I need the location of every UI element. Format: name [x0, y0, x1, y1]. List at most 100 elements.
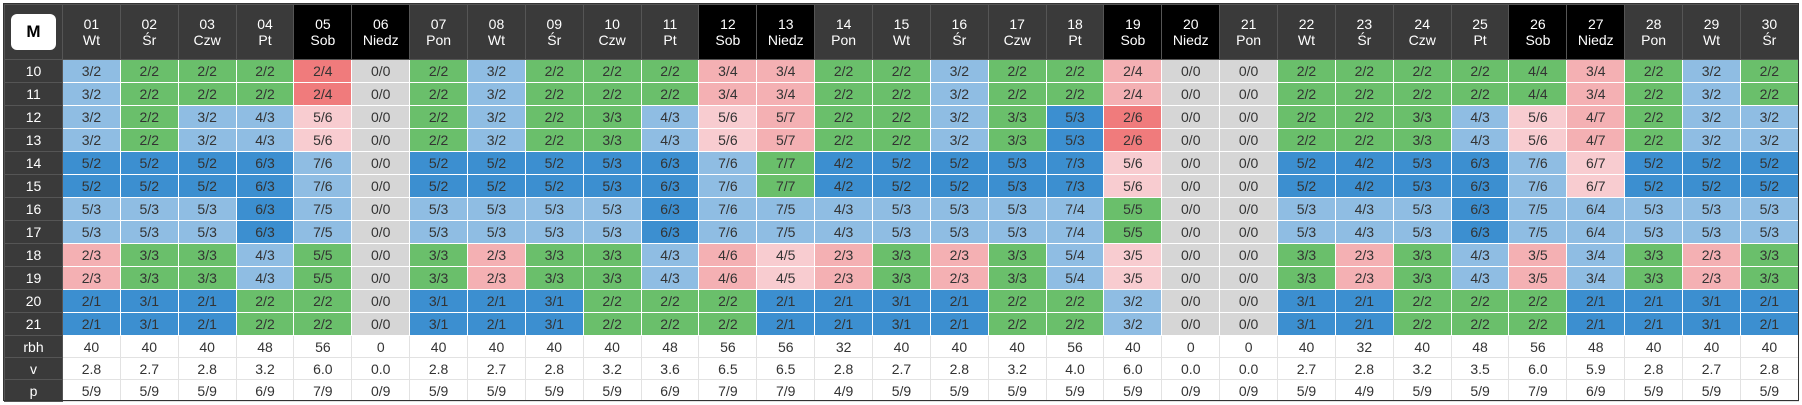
schedule-cell[interactable]: 4/3 [640, 128, 700, 152]
schedule-cell[interactable]: 5/3 [119, 220, 179, 244]
schedule-cell[interactable]: 5/6 [293, 105, 353, 129]
schedule-cell[interactable]: 0/0 [1219, 105, 1279, 129]
schedule-cell[interactable]: 5/3 [987, 220, 1047, 244]
day-header[interactable]: 29 Wt [1682, 4, 1741, 60]
schedule-cell[interactable]: 3/1 [524, 312, 584, 336]
schedule-cell[interactable]: 5/4 [1045, 243, 1105, 267]
schedule-cell[interactable]: 2/1 [62, 289, 121, 313]
schedule-cell[interactable]: 0/0 [1219, 151, 1279, 175]
schedule-cell[interactable]: 2/1 [177, 289, 237, 313]
schedule-cell[interactable]: 6/3 [235, 220, 295, 244]
schedule-cell[interactable]: 5/7 [756, 105, 816, 129]
schedule-cell[interactable]: 5/6 [1508, 128, 1568, 152]
schedule-cell[interactable]: 5/2 [524, 151, 584, 175]
schedule-cell[interactable]: 5/2 [872, 151, 931, 175]
schedule-cell[interactable]: 4/3 [1334, 220, 1394, 244]
schedule-cell[interactable]: 6/3 [235, 174, 295, 198]
schedule-cell[interactable]: 5/3 [1392, 197, 1452, 221]
schedule-cell[interactable]: 2/2 [1334, 105, 1394, 129]
schedule-cell[interactable]: 3/3 [119, 243, 179, 267]
schedule-cell[interactable]: 4/3 [235, 105, 295, 129]
schedule-cell[interactable]: 0/0 [351, 59, 411, 83]
schedule-cell[interactable]: 2/2 [987, 82, 1047, 106]
schedule-cell[interactable]: 2/1 [1739, 312, 1799, 336]
schedule-cell[interactable]: 2/2 [235, 289, 295, 313]
schedule-cell[interactable]: 2/2 [814, 82, 874, 106]
day-header[interactable]: 13 Niedz [756, 4, 816, 60]
schedule-cell[interactable]: 3/3 [872, 243, 931, 267]
schedule-cell[interactable]: 2/1 [756, 312, 816, 336]
schedule-cell[interactable]: 0/0 [1161, 82, 1221, 106]
schedule-cell[interactable]: 3/2 [929, 82, 989, 106]
day-header[interactable]: 18 Pt [1045, 4, 1105, 60]
schedule-cell[interactable]: 3/1 [1277, 289, 1336, 313]
schedule-cell[interactable]: 2/1 [1334, 289, 1394, 313]
schedule-cell[interactable]: 2/2 [235, 59, 295, 83]
schedule-cell[interactable]: 5/2 [62, 151, 121, 175]
schedule-cell[interactable]: 5/5 [293, 243, 353, 267]
schedule-cell[interactable]: 6/3 [640, 220, 700, 244]
schedule-cell[interactable]: 3/3 [177, 243, 237, 267]
schedule-cell[interactable]: 2/2 [1624, 105, 1684, 129]
schedule-cell[interactable]: 7/6 [698, 197, 758, 221]
schedule-cell[interactable]: 5/2 [1739, 151, 1799, 175]
schedule-cell[interactable]: 3/1 [409, 312, 469, 336]
schedule-cell[interactable]: 7/5 [756, 220, 816, 244]
schedule-cell[interactable]: 2/2 [987, 59, 1047, 83]
schedule-cell[interactable]: 3/2 [62, 105, 121, 129]
schedule-cell[interactable]: 3/3 [177, 266, 237, 290]
schedule-cell[interactable]: 0/0 [1219, 312, 1279, 336]
schedule-cell[interactable]: 6/3 [640, 197, 700, 221]
schedule-cell[interactable]: 0/0 [1161, 128, 1221, 152]
schedule-cell[interactable]: 5/3 [1045, 128, 1105, 152]
schedule-cell[interactable]: 7/6 [698, 174, 758, 198]
schedule-cell[interactable]: 5/3 [929, 220, 989, 244]
schedule-cell[interactable]: 2/2 [698, 289, 758, 313]
schedule-cell[interactable]: 0/0 [351, 289, 411, 313]
schedule-cell[interactable]: 2/2 [640, 289, 700, 313]
schedule-cell[interactable]: 3/2 [467, 82, 526, 106]
schedule-cell[interactable]: 2/2 [1045, 289, 1105, 313]
schedule-cell[interactable]: 3/3 [1392, 243, 1452, 267]
schedule-cell[interactable]: 0/0 [1219, 289, 1279, 313]
schedule-cell[interactable]: 2/2 [409, 105, 469, 129]
schedule-cell[interactable]: 5/3 [409, 197, 469, 221]
schedule-cell[interactable]: 3/3 [524, 243, 584, 267]
schedule-cell[interactable]: 3/5 [1103, 266, 1163, 290]
schedule-cell[interactable]: 2/1 [467, 312, 526, 336]
schedule-cell[interactable]: 3/3 [1392, 266, 1452, 290]
schedule-cell[interactable]: 5/3 [987, 151, 1047, 175]
schedule-cell[interactable]: 5/2 [409, 151, 469, 175]
schedule-cell[interactable]: 7/5 [1508, 220, 1568, 244]
schedule-cell[interactable]: 2/2 [1624, 128, 1684, 152]
schedule-cell[interactable]: 4/3 [235, 243, 295, 267]
schedule-cell[interactable]: 2/3 [814, 243, 874, 267]
schedule-cell[interactable]: 5/2 [119, 174, 179, 198]
schedule-cell[interactable]: 5/3 [409, 220, 469, 244]
schedule-cell[interactable]: 4/3 [235, 266, 295, 290]
schedule-cell[interactable]: 3/3 [1624, 266, 1684, 290]
day-header[interactable]: 25 Pt [1450, 4, 1510, 60]
schedule-cell[interactable]: 2/2 [524, 59, 584, 83]
schedule-cell[interactable]: 5/3 [467, 197, 526, 221]
day-header[interactable]: 04 Pt [235, 4, 295, 60]
schedule-cell[interactable]: 0/0 [1161, 59, 1221, 83]
schedule-cell[interactable]: 5/2 [872, 174, 931, 198]
schedule-cell[interactable]: 2/2 [409, 128, 469, 152]
schedule-cell[interactable]: 4/3 [814, 220, 874, 244]
schedule-cell[interactable]: 4/2 [1334, 151, 1394, 175]
schedule-cell[interactable]: 5/3 [1277, 197, 1336, 221]
schedule-cell[interactable]: 0/0 [351, 266, 411, 290]
schedule-cell[interactable]: 3/1 [872, 289, 931, 313]
schedule-cell[interactable]: 2/1 [1624, 312, 1684, 336]
schedule-cell[interactable]: 3/2 [929, 59, 989, 83]
schedule-cell[interactable]: 0/0 [1219, 266, 1279, 290]
schedule-cell[interactable]: 5/3 [987, 197, 1047, 221]
schedule-cell[interactable]: 0/0 [1219, 128, 1279, 152]
schedule-cell[interactable]: 3/5 [1103, 243, 1163, 267]
schedule-cell[interactable]: 5/2 [1624, 174, 1684, 198]
schedule-cell[interactable]: 3/1 [1682, 289, 1741, 313]
schedule-cell[interactable]: 2/2 [987, 289, 1047, 313]
day-header[interactable]: 07 Pon [409, 4, 469, 60]
schedule-cell[interactable]: 5/6 [1508, 105, 1568, 129]
